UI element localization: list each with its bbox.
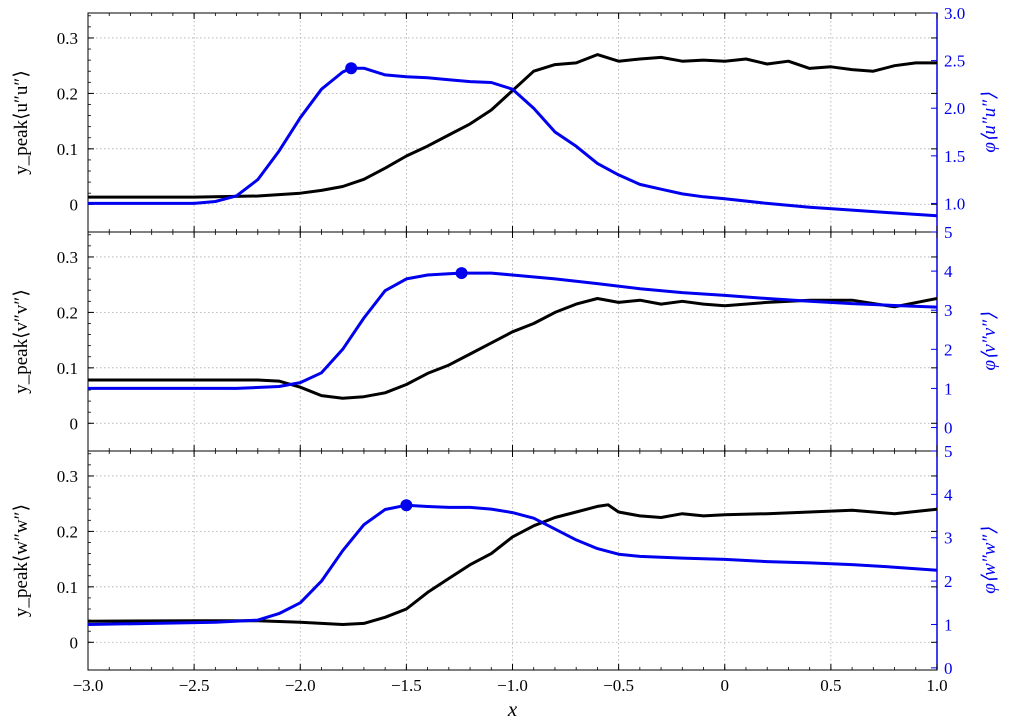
left-axis-label: y_peak⟨w″w″⟩: [11, 504, 32, 617]
left-axis-label: y_peak⟨u″u″⟩: [11, 70, 32, 175]
left-tick-label: 0.3: [57, 29, 78, 48]
x-tick-label: 0.5: [820, 676, 841, 695]
right-tick-label: 3.0: [944, 4, 965, 23]
panel-vv: 0 0.1 0.2 0.3 0 1 2 3 4 5 y_peak⟨v″v″⟩ φ⟨v″v″⟩: [11, 223, 1000, 452]
series-line-right: [88, 503, 937, 626]
left-tick-label: 0: [70, 414, 79, 433]
left-tick-label: 0.1: [57, 578, 78, 597]
left-tick-label: 0.1: [57, 359, 78, 378]
left-tick-label: 0.1: [57, 140, 78, 159]
right-tick-label: 0: [944, 419, 953, 438]
right-tick-label: 2.0: [944, 99, 965, 118]
left-axis-label: y_peak⟨v″v″⟩: [11, 289, 32, 394]
left-tick-label: 0: [70, 633, 79, 652]
peak-marker: [455, 267, 468, 280]
x-axis-label: x: [507, 697, 518, 721]
peak-marker: [400, 499, 413, 512]
right-tick-label: 1: [944, 379, 953, 398]
right-tick-label: 4: [944, 262, 953, 281]
left-tick-label: 0.2: [57, 522, 78, 541]
right-tick-label: 2.5: [944, 52, 965, 71]
right-tick-label: 1.5: [944, 147, 965, 166]
panel-ww: 0 0.1 0.2 0.3 0 1 2 3 4 5 −3.0 −2.5 −2.0 −1.5 −1.0 −0.5…: [11, 442, 1000, 721]
right-axis-label: φ⟨v″v″⟩: [979, 312, 1000, 371]
series-line-right: [88, 66, 937, 218]
left-tick-label: 0.2: [57, 84, 78, 103]
x-tick-label: −2.5: [179, 676, 210, 695]
x-tick-label: −3.0: [73, 676, 104, 695]
left-tick-label: 0.3: [57, 248, 78, 267]
x-tick-label: −1.5: [391, 676, 422, 695]
right-tick-label: 5: [944, 223, 953, 242]
right-tick-label: 2: [944, 340, 953, 359]
left-tick-label: 0.3: [57, 467, 78, 486]
x-tick-label: −1.0: [497, 676, 528, 695]
peak-marker: [345, 62, 358, 75]
series-line-right: [88, 271, 937, 390]
x-tick-label: 0: [721, 676, 730, 695]
x-tick-label: −0.5: [603, 676, 634, 695]
right-tick-label: 1: [944, 615, 953, 634]
right-tick-label: 3: [944, 301, 953, 320]
right-axis-label: φ⟨u″u″⟩: [979, 92, 1000, 153]
x-tick-label: −2.0: [285, 676, 316, 695]
left-tick-label: 0: [70, 195, 79, 214]
right-tick-label: 3: [944, 529, 953, 548]
panel-uu: 0 0.1 0.2 0.3 1.0 1.5 2.0 2.5 3.0 y_peak⟨u″u″⟩ φ⟨u…: [11, 4, 1000, 233]
right-tick-label: 1.0: [944, 194, 965, 213]
right-tick-label: 4: [944, 485, 953, 504]
right-axis-label: φ⟨w″w″⟩: [979, 527, 1000, 594]
x-tick-label: 1.0: [926, 676, 947, 695]
right-tick-label: 2: [944, 572, 953, 591]
right-tick-label: 5: [944, 442, 953, 461]
series-line-left: [88, 297, 937, 400]
right-tick-label: 0: [944, 659, 953, 678]
left-tick-label: 0.2: [57, 303, 78, 322]
series-line-left: [88, 53, 937, 199]
series-line-left: [88, 503, 937, 626]
